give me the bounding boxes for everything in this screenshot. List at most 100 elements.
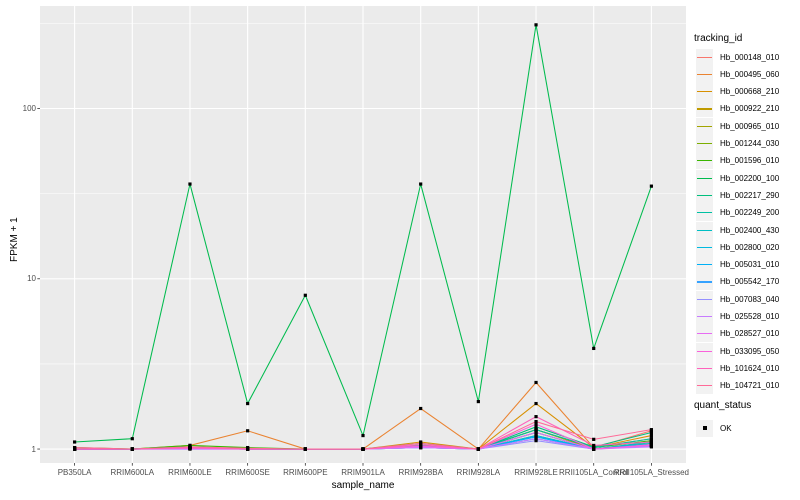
legend-entry-Hb_002800_020: Hb_002800_020 (696, 238, 779, 256)
legend-entry-ok: OK (696, 419, 732, 437)
legend-entry-Hb_001596_010: Hb_001596_010 (696, 152, 779, 170)
legend-line-key-icon (696, 238, 713, 256)
legend-label: Hb_001596_010 (720, 156, 780, 166)
data-point-Hb_104721_010 (419, 441, 423, 445)
data-point-Hb_104721_010 (361, 447, 365, 451)
data-point-Hb_025528_010 (534, 437, 538, 441)
legend-line-key-icon (696, 359, 713, 377)
legend-label: Hb_002400_430 (720, 225, 780, 235)
data-point-Hb_104721_010 (246, 446, 250, 450)
legend-line-key-icon (696, 135, 713, 152)
legend-entry-Hb_000965_010: Hb_000965_010 (696, 117, 779, 135)
data-point-Hb_028527_010 (534, 430, 538, 435)
legend-title-tracking-id: tracking_id (694, 33, 743, 44)
data-point-Hb_104721_010 (476, 447, 480, 451)
legend-label: Hb_025528_010 (720, 312, 780, 321)
legend-entry-Hb_000148_010: Hb_000148_010 (696, 48, 779, 66)
data-point-Hb_000668_210 (534, 401, 538, 406)
legend-line-key-icon (696, 325, 713, 343)
legend-line-key-icon (696, 290, 713, 308)
legend-title-quant-status: quant_status (694, 400, 752, 411)
legend-entry-Hb_104721_010: Hb_104721_010 (696, 377, 779, 395)
legend-line-key-icon (696, 152, 713, 170)
x-tick-label: RRIM928LA (456, 468, 501, 477)
data-point-Hb_104721_010 (130, 447, 134, 451)
data-point-Hb_033095_050 (534, 422, 538, 426)
data-point-Hb_002200_100 (534, 23, 538, 27)
data-point-Hb_002200_100 (73, 440, 77, 444)
data-point-Hb_000495_060 (246, 429, 250, 433)
data-point-Hb_000668_210 (649, 433, 653, 438)
data-point-Hb_104721_010 (303, 447, 307, 451)
data-point-Hb_007083_040 (534, 439, 538, 443)
y-tick-label: 10 (27, 274, 36, 284)
legend-line-key-icon (696, 169, 713, 187)
legend-entry-Hb_007083_040: Hb_007083_040 (696, 290, 779, 308)
legend-line-key-icon (696, 273, 713, 291)
legend-line-key-icon (696, 48, 713, 66)
x-tick-label: RRIM600LA (110, 468, 155, 477)
legend-entry-Hb_025528_010: Hb_025528_010 (696, 308, 779, 326)
data-point-Hb_002200_100 (419, 182, 423, 186)
y-tick-label: 100 (22, 104, 36, 113)
legend-label: Hb_000668_210 (720, 87, 780, 97)
legend-entry-Hb_033095_050: Hb_033095_050 (696, 342, 779, 360)
legend-entry-Hb_002217_290: Hb_002217_290 (696, 186, 779, 204)
data-point-Hb_101624_010 (649, 440, 653, 444)
x-tick-label: RRIM600LE (168, 468, 212, 477)
legend-label: Hb_000495_060 (720, 69, 780, 79)
data-point-Hb_002249_200 (534, 428, 538, 432)
y-axis-title: FPKM + 1 (9, 217, 20, 262)
x-tick-label: RRIM600PE (283, 468, 328, 477)
legend-label: Hb_001244_030 (720, 139, 780, 148)
x-axis-title: sample_name (331, 480, 395, 491)
data-point-Hb_000495_060 (534, 380, 538, 385)
data-point-Hb_005031_010 (534, 435, 538, 439)
legend-entry-Hb_002249_200: Hb_002249_200 (696, 204, 779, 222)
legend-entry-Hb_002200_100: Hb_002200_100 (696, 169, 779, 187)
data-point-Hb_002200_100 (303, 293, 307, 297)
data-point-Hb_000495_060 (419, 406, 423, 411)
legend-entry-Hb_005542_170: Hb_005542_170 (696, 273, 779, 291)
legend-entry-Hb_001244_030: Hb_001244_030 (696, 135, 779, 153)
data-point-Hb_101624_010 (592, 443, 596, 448)
legend-label: OK (720, 423, 732, 433)
legend-label: Hb_028527_010 (720, 329, 780, 339)
legend-entry-Hb_000922_210: Hb_000922_210 (696, 100, 779, 118)
y-tick-label: 1 (31, 444, 36, 454)
data-point-Hb_002200_100 (246, 401, 250, 406)
legend-label: Hb_101624_010 (720, 363, 780, 373)
x-tick-label: RRII105LA_Stressed (613, 468, 689, 477)
x-tick-label: RRIM600SE (225, 468, 270, 477)
legend-label: Hb_005542_170 (720, 277, 780, 287)
data-point-Hb_002200_100 (130, 437, 134, 441)
legend-line-key-icon (696, 342, 713, 360)
legend-label: Hb_005031_010 (720, 260, 780, 270)
legend-line-key-icon (696, 65, 713, 83)
legend-line-key-icon (696, 204, 713, 222)
data-point-Hb_002217_290 (649, 430, 653, 435)
legend-label: Hb_000922_210 (720, 104, 780, 114)
data-point-Hb_002217_290 (534, 425, 538, 429)
x-tick-label: RRII105LA_Control (559, 468, 629, 477)
legend-label: Hb_002800_020 (720, 242, 780, 252)
legend-label: Hb_104721_010 (720, 381, 780, 391)
data-point-Hb_002200_100 (476, 399, 480, 404)
legend-label: Hb_002249_200 (720, 208, 780, 218)
x-tick-label: RRIM928LE (514, 468, 558, 477)
legend-label: Hb_002217_290 (720, 190, 780, 200)
legend-entry-Hb_101624_010: Hb_101624_010 (696, 359, 779, 377)
data-point-Hb_002200_100 (592, 346, 596, 351)
legend-entry-Hb_028527_010: Hb_028527_010 (696, 325, 779, 343)
data-point-Hb_033095_050 (592, 447, 596, 451)
data-point-Hb_002200_100 (361, 433, 365, 438)
data-point-Hb_104721_010 (534, 419, 538, 424)
legend-label: Hb_033095_050 (720, 346, 780, 356)
legend-line-key-icon (696, 256, 713, 274)
legend-entry-Hb_005031_010: Hb_005031_010 (696, 256, 779, 274)
legend-line-key-icon (696, 221, 713, 239)
x-tick-label: RRIM901LA (341, 468, 385, 477)
x-tick-label: RRIM928BA (398, 468, 443, 477)
